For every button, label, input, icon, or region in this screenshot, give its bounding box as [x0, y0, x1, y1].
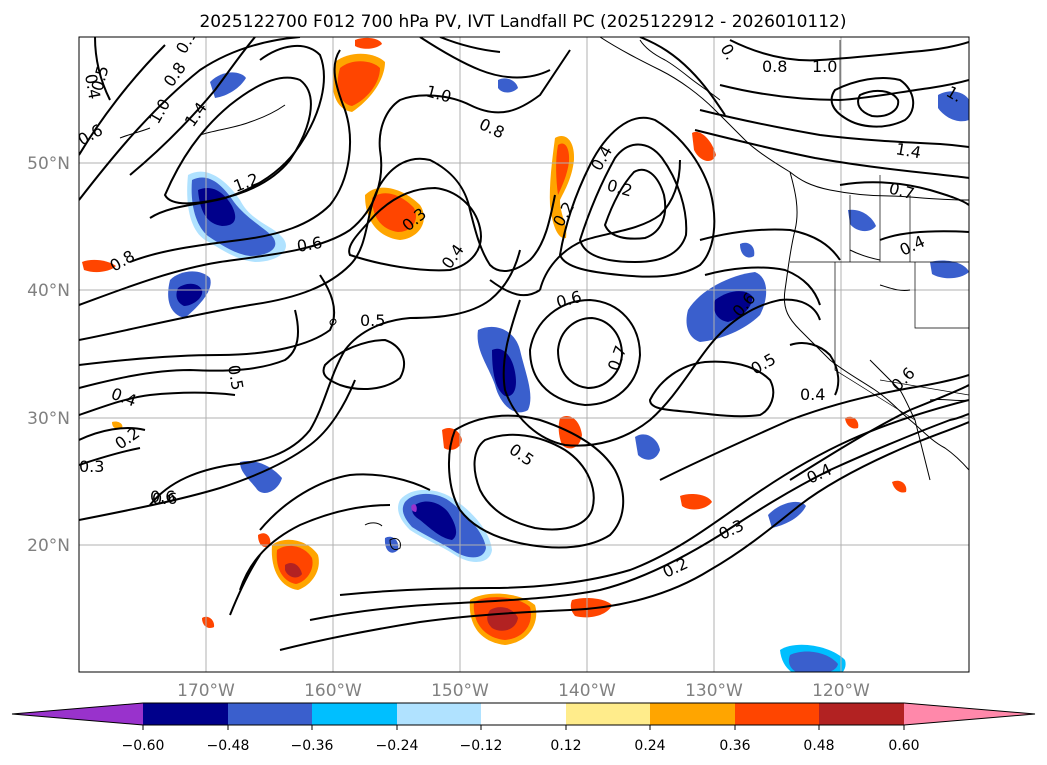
lon-label: 160°W	[304, 681, 362, 701]
pv-contours	[79, 37, 969, 651]
contour-label: 0.5	[224, 363, 247, 391]
contour-label: 0.6	[295, 233, 323, 256]
colorbar-segment	[312, 703, 397, 725]
lon-label: 120°W	[812, 681, 870, 701]
map-panel: 0.4 0.5 0.6 0.8 1.0 1.4 0.6 1.2 0.6 0.8 …	[79, 37, 969, 672]
colorbar-tick-label: −0.60	[122, 738, 165, 754]
lat-label: 50°N	[27, 154, 70, 174]
colorbar-segment	[481, 703, 566, 725]
lat-label: 40°N	[27, 281, 70, 301]
colorbar-tick-label: 0.60	[888, 738, 919, 754]
contour-label: 0.6	[152, 489, 177, 508]
colorbar-tick-label: 0.36	[719, 738, 750, 754]
latitude-labels: 50°N 40°N 30°N 20°N	[27, 154, 70, 556]
borders	[790, 40, 969, 421]
contour-label: 1.4	[894, 139, 922, 162]
contour-label: 0.6	[150, 487, 175, 506]
colorbar-extend-high	[904, 703, 1035, 725]
colorbar-extend-low	[12, 703, 143, 725]
colorbar-tick-label: −0.24	[376, 738, 419, 754]
colorbar-segment	[566, 703, 650, 725]
contour-label: 0.3	[79, 457, 104, 476]
colorbar-tick-label: −0.48	[207, 738, 250, 754]
contour-label: 0.8	[762, 57, 787, 76]
colorbar-segment	[228, 703, 312, 725]
colorbar-tick-label: 0.12	[550, 738, 581, 754]
colorbar-segment	[650, 703, 735, 725]
negative-anomaly-blobs	[168, 72, 969, 672]
contour-label: 0.5	[360, 311, 385, 330]
lon-label: 140°W	[558, 681, 616, 701]
contour-label: 0.4	[800, 385, 825, 404]
lat-label: 20°N	[27, 536, 70, 556]
colorbar-segment	[143, 703, 228, 725]
colorbar-segment	[397, 703, 481, 725]
lon-label: 150°W	[431, 681, 489, 701]
lon-label: 130°W	[685, 681, 743, 701]
colorbar-tick-label: −0.12	[460, 738, 503, 754]
contour-label: 1.0	[812, 57, 837, 76]
colorbar-segment	[735, 703, 819, 725]
colorbar-segment	[819, 703, 904, 725]
lon-label: 170°W	[177, 681, 235, 701]
colorbar-tick-label: 0.48	[803, 738, 834, 754]
map-frame	[78, 36, 970, 673]
lat-label: 30°N	[27, 409, 70, 429]
colorbar: −0.60 −0.48 −0.36 −0.24 −0.12 0.12 0.24 …	[11, 702, 1036, 754]
contour-label: 0.4	[81, 72, 104, 100]
colorbar-tick-label: −0.36	[291, 738, 334, 754]
coastlines	[119, 37, 969, 551]
figure-title: 2025122700 F012 700 hPa PV, IVT Landfall…	[199, 12, 846, 32]
graticule	[79, 37, 969, 672]
longitude-labels: 170°W 160°W 150°W 140°W 130°W 120°W	[177, 681, 870, 701]
colorbar-tick-label: 0.24	[634, 738, 665, 754]
